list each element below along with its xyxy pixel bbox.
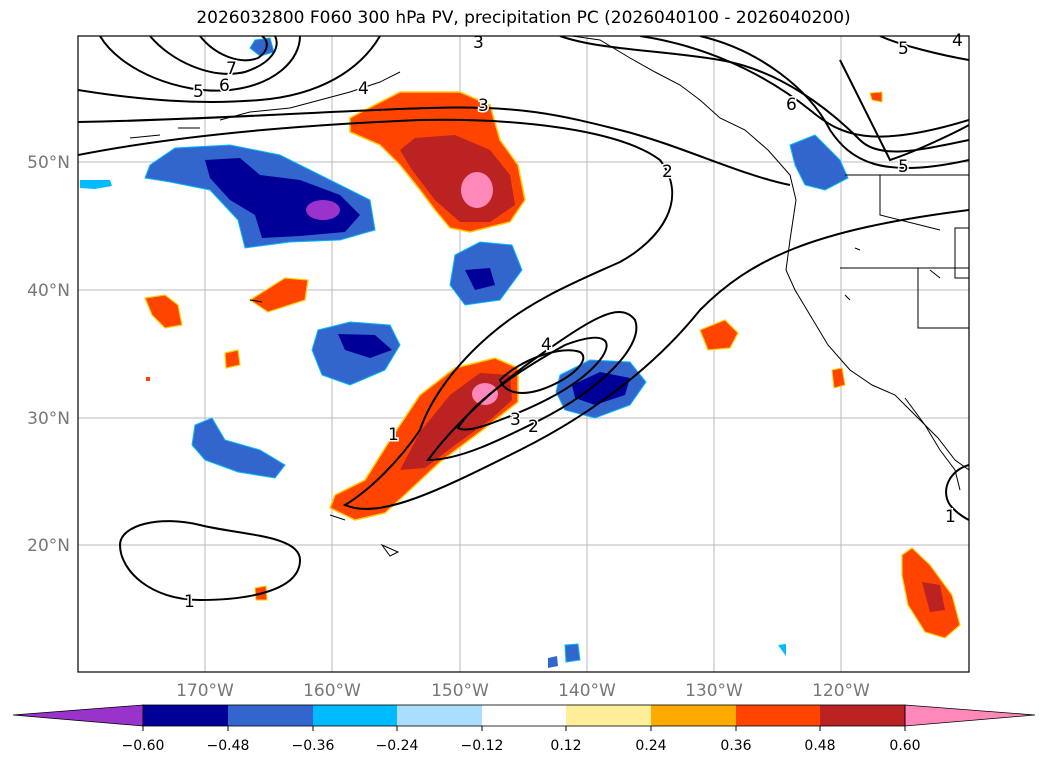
contour-label: 3 bbox=[478, 96, 489, 116]
latitude-labels: 50°N 40°N 30°N 20°N bbox=[27, 153, 70, 556]
colorbar-tick-label: −0.24 bbox=[376, 738, 419, 754]
contour-label: 4 bbox=[358, 79, 369, 99]
contour-label: 6 bbox=[219, 76, 230, 96]
colorbar-extend-right bbox=[904, 704, 1036, 727]
lon-label: 150°W bbox=[431, 681, 489, 701]
colorbar-tick-label: −0.48 bbox=[207, 738, 250, 754]
contour-label: 7 bbox=[226, 59, 237, 79]
colorbar-segment bbox=[651, 705, 736, 726]
contour-label: 3 bbox=[510, 410, 521, 430]
colorbar-segment bbox=[143, 705, 228, 726]
longitude-labels: 170°W 160°W 150°W 140°W 130°W 120°W bbox=[176, 681, 870, 701]
colorbar-tick-label: 0.60 bbox=[889, 738, 920, 754]
lon-label: 130°W bbox=[685, 681, 743, 701]
coastlines bbox=[129, 36, 969, 557]
pv-contours bbox=[78, 36, 969, 602]
colorbar-extend-left bbox=[12, 704, 144, 727]
colorbar-tick-label: 0.36 bbox=[720, 738, 751, 754]
colorbar-segment bbox=[313, 705, 397, 726]
contour-label-group: 5 6 7 3 4 3 2 6 5 5 4 4 3 2 1 1 1 bbox=[183, 30, 965, 614]
colorbar-tick-label: 0.12 bbox=[550, 738, 581, 754]
contour-label: 1 bbox=[388, 425, 399, 445]
negative-anomaly-northeast bbox=[789, 134, 849, 191]
contour-label: 5 bbox=[898, 157, 909, 177]
colorbar: −0.60 −0.48 −0.36 −0.24 −0.12 0.12 0.24 … bbox=[12, 704, 1036, 754]
colorbar-segment bbox=[736, 705, 820, 726]
map-title: 2026032800 F060 300 hPa PV, precipitatio… bbox=[196, 8, 851, 28]
colorbar-tick-label: −0.60 bbox=[122, 738, 165, 754]
colorbar-segment bbox=[820, 705, 905, 726]
contour-label: 5 bbox=[898, 39, 909, 59]
lat-label: 30°N bbox=[27, 409, 70, 429]
lat-label: 40°N bbox=[27, 281, 70, 301]
contour-label: 4 bbox=[952, 31, 963, 51]
contour-label: 1 bbox=[184, 592, 195, 612]
lat-label: 20°N bbox=[27, 536, 70, 556]
negative-anomaly-southwest bbox=[191, 417, 286, 479]
negative-anomaly-west bbox=[80, 144, 376, 249]
contour-label: 3 bbox=[473, 33, 484, 53]
positive-anomaly-north bbox=[349, 91, 526, 233]
lat-label: 50°N bbox=[27, 153, 70, 173]
lon-label: 120°W bbox=[812, 681, 870, 701]
colorbar-segment bbox=[482, 705, 566, 726]
colorbar-tick-label: 0.48 bbox=[804, 738, 835, 754]
contour-label: 2 bbox=[528, 417, 539, 437]
colorbar-segment bbox=[566, 705, 651, 726]
colorbar-segment bbox=[397, 705, 482, 726]
gridlines bbox=[78, 36, 969, 672]
contour-label: 4 bbox=[541, 335, 552, 355]
contour-label: 1 bbox=[945, 507, 956, 527]
colorbar-tick-label: 0.24 bbox=[635, 738, 666, 754]
map-frame bbox=[77, 35, 970, 673]
lon-label: 160°W bbox=[303, 681, 361, 701]
lon-label: 140°W bbox=[558, 681, 616, 701]
contour-label: 6 bbox=[786, 95, 797, 115]
colorbar-tick-label: −0.12 bbox=[461, 738, 504, 754]
lon-label: 170°W bbox=[176, 681, 234, 701]
positive-anomaly-small-1 bbox=[248, 277, 309, 313]
contour-label: 2 bbox=[662, 162, 673, 182]
colorbar-tick-label: −0.36 bbox=[292, 738, 335, 754]
contour-label: 5 bbox=[193, 82, 204, 102]
colorbar-segment bbox=[228, 705, 313, 726]
map-area bbox=[78, 36, 969, 672]
